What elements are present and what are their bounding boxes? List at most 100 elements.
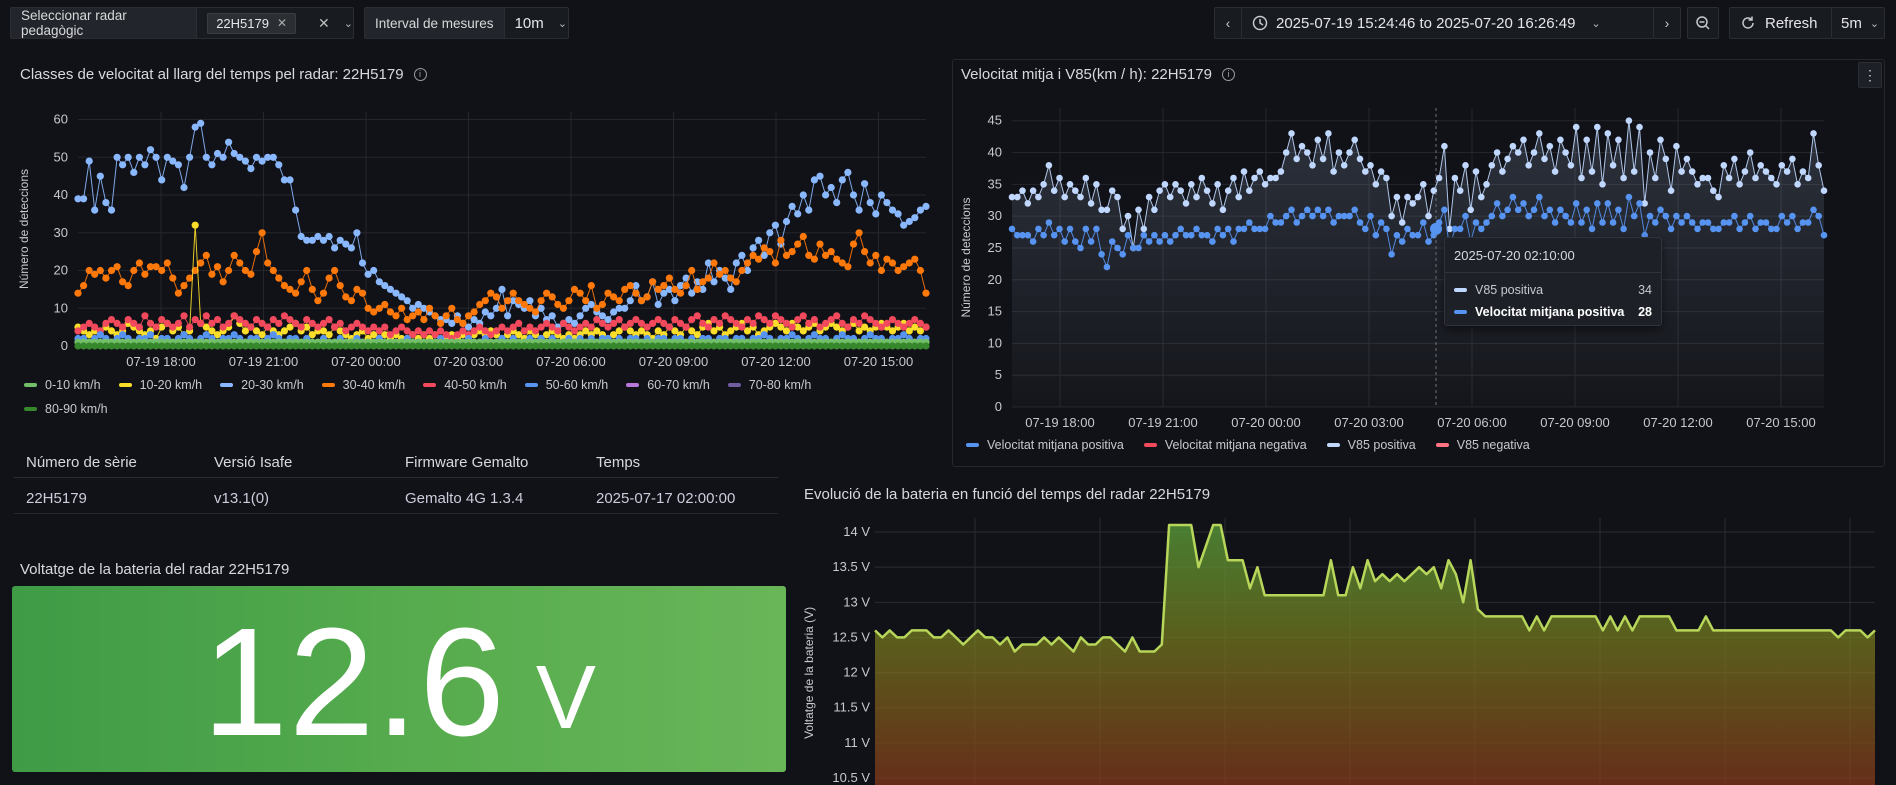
data-point [409,331,417,339]
data-point [386,331,394,339]
x-tick-label: 07-20 15:00 [844,354,913,369]
data-point [593,342,601,350]
data-point [1630,212,1638,220]
time-forward-button[interactable]: › [1653,7,1681,39]
data-point [1804,174,1812,182]
data-point [174,289,182,297]
time-back-button[interactable]: ‹ [1214,7,1242,39]
data-point [1820,231,1828,239]
data-point [1467,206,1474,214]
data-point [169,323,177,331]
avg-speed-chart[interactable]: 0 5 10 15 20 25 30 35 40 45 07-19 18:00 07-19 21:00… [952,100,1882,435]
classes-legend-item[interactable]: 0-10 km/h [24,378,101,392]
data-point [1520,136,1527,144]
data-point [158,316,166,324]
data-point [197,119,205,127]
classes-legend-item[interactable]: 50-60 km/h [524,378,608,392]
data-point [849,191,858,199]
legend-swatch [1435,443,1449,447]
speed-legend-item[interactable]: V85 positiva [1326,438,1416,452]
data-point [704,259,713,267]
classes-legend-item[interactable]: 80-90 km/h [24,402,108,416]
table-header-cell[interactable]: Número de sèrie [26,454,137,471]
refresh-button[interactable]: Refresh [1729,7,1832,39]
legend-swatch [626,383,640,387]
data-point [1404,225,1411,233]
speed-legend-item[interactable]: Velocitat mitjana negativa [1143,438,1307,452]
data-point [548,342,556,350]
data-point [1293,219,1300,226]
data-point [1261,225,1269,233]
data-point [1525,162,1532,169]
classes-legend-item[interactable]: 20-30 km/h [220,378,304,392]
data-point [1177,225,1184,233]
info-icon[interactable]: i [413,68,427,81]
table-header-cell[interactable]: Versió Isafe [214,454,293,471]
chevron-down-icon[interactable]: ⌄ [557,17,567,30]
refresh-interval-select[interactable]: 5m ⌄ [1831,7,1885,39]
data-point [264,259,272,267]
data-point [381,331,389,339]
classes-legend-item[interactable]: 70-80 km/h [727,378,811,392]
classes-legend-item[interactable]: 60-70 km/h [626,378,710,392]
data-point [420,316,428,324]
data-point [1789,212,1796,220]
radar-select[interactable]: Seleccionar radar pedagògic 22H5179 ✕ ✕ … [10,7,354,39]
battery-stat-value: 12.6 [202,595,506,768]
legend-swatch [220,383,234,387]
data-point [269,266,277,275]
radar-chip[interactable]: 22H5179 ✕ [207,12,297,34]
data-point [202,312,210,320]
data-point [598,342,607,350]
data-point [1710,225,1717,233]
data-point [755,342,763,350]
data-point [604,289,612,297]
info-icon[interactable]: i [1221,68,1235,81]
table-header-cell[interactable]: Temps [596,454,641,471]
speed-legend-item[interactable]: V85 negativa [1435,438,1530,452]
data-point [1594,123,1601,131]
data-point [1045,219,1053,226]
data-point [872,251,880,259]
data-point [732,278,740,286]
remove-chip-icon[interactable]: ✕ [276,16,288,30]
data-point [1567,219,1575,226]
data-point [1815,212,1822,220]
interval-select[interactable]: Interval de mesures 10m ⌄ [364,7,569,39]
table-header-cell[interactable]: Firmware Gemalto [405,454,529,471]
data-point [911,323,919,331]
data-point [1214,225,1221,233]
zoom-out-button[interactable] [1687,7,1719,39]
data-point [671,316,679,324]
data-point [1193,193,1200,201]
data-point [799,327,807,335]
data-point [169,342,177,350]
data-point [1630,168,1638,175]
data-point [186,274,194,282]
data-point [225,342,233,350]
data-point [1393,193,1401,201]
battery-chart[interactable]: 10.5 V 11 V 11.5 V 12 V 12.5 V 13 V 13.5 V 14 V… [798,518,1886,785]
clear-select-icon[interactable]: ✕ [318,14,330,31]
data-point [1198,174,1206,182]
data-point [760,331,768,339]
data-point [738,266,746,275]
chevron-down-icon[interactable]: ⌄ [343,17,353,30]
data-point [1304,206,1311,214]
classes-legend-item[interactable]: 30-40 km/h [321,378,405,392]
time-range-picker[interactable]: 2025-07-19 15:24:46 to 2025-07-20 16:26:… [1241,7,1654,39]
classes-legend-item[interactable]: 40-50 km/h [423,378,507,392]
speed-classes-chart[interactable]: 0 10 20 30 40 50 60 07-19 18:00 07-19 21:00 07-20… [0,100,940,370]
data-point [325,331,333,339]
data-point [911,214,919,222]
data-point [916,327,925,335]
data-point [146,146,155,154]
data-point [252,316,261,324]
classes-legend-item[interactable]: 10-20 km/h [118,378,202,392]
x-tick-label: 07-20 12:00 [1643,415,1712,430]
data-point [1736,181,1743,188]
data-point [297,232,305,241]
speed-legend-item[interactable]: Velocitat mitjana positiva [966,438,1124,452]
data-point [810,342,819,350]
panel-menu-icon[interactable]: ⋮ [1858,62,1882,88]
